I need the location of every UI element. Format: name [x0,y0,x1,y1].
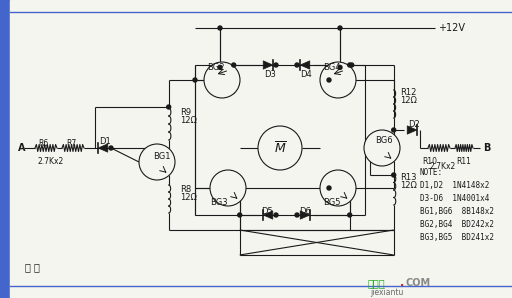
Polygon shape [263,211,273,219]
Text: BG1,BG6  8B148x2: BG1,BG6 8B148x2 [420,207,494,216]
Circle shape [348,213,352,217]
Text: R11: R11 [456,157,471,166]
Text: BG2,BG4  BD242x2: BG2,BG4 BD242x2 [420,220,494,229]
Text: 12Ω: 12Ω [180,116,197,125]
Text: COM: COM [405,278,430,288]
Text: BG1: BG1 [153,152,170,161]
Circle shape [320,170,356,206]
Circle shape [274,213,278,217]
Circle shape [338,26,342,30]
Text: BG5: BG5 [323,198,340,207]
Polygon shape [98,144,108,152]
Circle shape [392,128,396,132]
Text: R7: R7 [66,139,76,148]
Text: A: A [18,143,26,153]
Circle shape [338,65,342,69]
Circle shape [320,62,356,98]
Circle shape [218,65,222,69]
Text: +12V: +12V [438,23,465,33]
Polygon shape [263,61,273,69]
Circle shape [204,62,240,98]
Text: D3-D6  1N4001x4: D3-D6 1N4001x4 [420,194,489,203]
Text: BG3,BG5  BD241x2: BG3,BG5 BD241x2 [420,233,494,242]
Bar [0,0,10,298]
Circle shape [167,105,170,109]
Circle shape [350,63,354,67]
Text: 图 五: 图 五 [25,262,40,272]
Text: 12Ω: 12Ω [400,181,417,190]
Text: jiexiantu: jiexiantu [370,288,403,297]
Circle shape [295,213,299,217]
Text: 接线图: 接线图 [368,278,386,288]
Circle shape [327,78,331,82]
Text: R13: R13 [400,173,416,182]
Text: .: . [400,278,404,288]
Polygon shape [407,126,417,134]
Text: 12Ω: 12Ω [400,96,417,105]
Text: 2.7Kx2: 2.7Kx2 [38,157,64,166]
Circle shape [232,63,236,67]
Text: BG6: BG6 [375,136,393,145]
Text: $\overline{M}$: $\overline{M}$ [273,141,286,157]
Text: BG4: BG4 [323,63,340,72]
Circle shape [295,63,299,67]
Text: R8: R8 [180,185,191,194]
Circle shape [210,170,246,206]
Polygon shape [300,211,310,219]
Circle shape [193,78,197,82]
Circle shape [274,63,278,67]
Circle shape [392,173,396,177]
Text: R10: R10 [422,157,437,166]
Text: R6: R6 [38,139,48,148]
Circle shape [238,213,242,217]
Text: D6: D6 [299,207,311,216]
Text: R12: R12 [400,88,416,97]
Text: R9: R9 [180,108,191,117]
Circle shape [139,144,175,180]
Text: D1,D2  1N4148x2: D1,D2 1N4148x2 [420,181,489,190]
Polygon shape [300,61,310,69]
Text: BG3: BG3 [210,198,228,207]
Text: BG2: BG2 [207,63,224,72]
Circle shape [364,130,400,166]
Text: D3: D3 [264,70,276,79]
Text: NOTE:: NOTE: [420,168,443,177]
Text: D4: D4 [300,70,312,79]
Circle shape [109,146,113,150]
Circle shape [258,126,302,170]
Text: D1: D1 [99,137,111,146]
Text: D5: D5 [261,207,273,216]
Text: 2.7Kx2: 2.7Kx2 [430,162,456,171]
Circle shape [218,26,222,30]
Text: 12Ω: 12Ω [180,193,197,202]
Circle shape [327,186,331,190]
Text: D2: D2 [408,120,420,129]
Text: B: B [483,143,490,153]
Circle shape [348,63,352,67]
